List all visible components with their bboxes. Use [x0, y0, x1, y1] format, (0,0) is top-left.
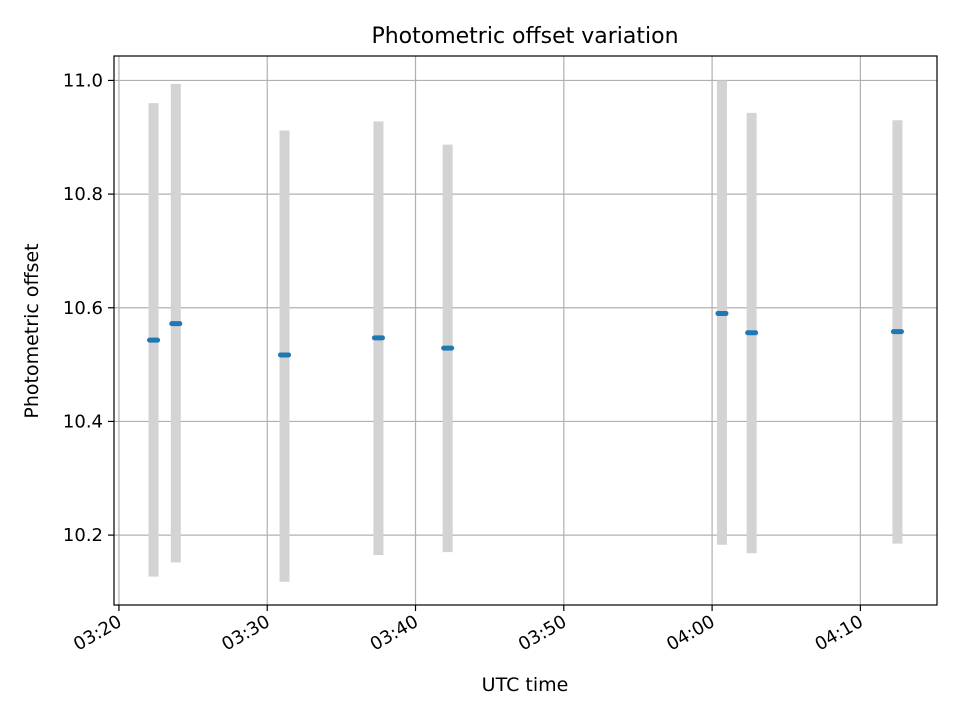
- x-tick-label: 03:40: [367, 611, 422, 655]
- x-axis: 03:20 03:30 03:40 03:50 04:00 04:10: [70, 605, 867, 655]
- y-tick-label: 11.0: [63, 70, 103, 91]
- chart-title: Photometric offset variation: [371, 24, 678, 49]
- grid: [114, 56, 937, 605]
- y-tick-label: 10.6: [63, 298, 103, 319]
- data-points: [147, 310, 904, 358]
- errorbars: [148, 80, 903, 582]
- x-axis-label: UTC time: [482, 674, 569, 696]
- x-tick-label: 04:10: [811, 611, 866, 655]
- y-tick-label: 10.4: [63, 411, 103, 432]
- plot-frame: [113, 55, 938, 606]
- x-tick-label: 03:20: [70, 611, 125, 655]
- y-axis: 10.2 10.4 10.6 10.8 11.0: [63, 70, 114, 546]
- y-tick-label: 10.2: [63, 525, 103, 546]
- y-tick-label: 10.8: [63, 184, 103, 205]
- x-tick-label: 03:50: [515, 611, 570, 655]
- y-axis-label: Photometric offset: [21, 243, 43, 418]
- x-tick-label: 03:30: [218, 611, 273, 655]
- x-tick-label: 04:00: [663, 611, 718, 655]
